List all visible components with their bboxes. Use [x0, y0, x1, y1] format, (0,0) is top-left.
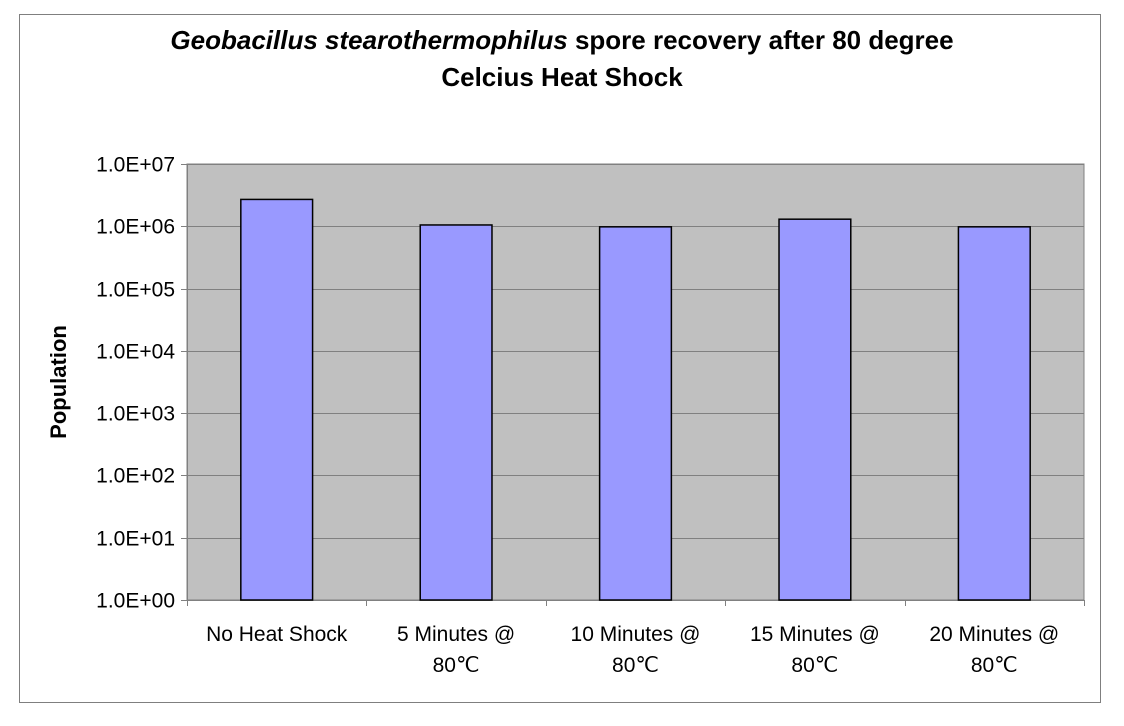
bar: [419, 224, 493, 601]
y-tick-label: 1.0E+05: [96, 279, 175, 302]
y-axis-title: Population: [46, 325, 71, 439]
bar: [240, 198, 314, 601]
y-tick-label: 1.0E+04: [96, 341, 175, 364]
chart-title: Geobacillus stearothermophilus spore rec…: [0, 22, 1124, 96]
x-tick-label: 80℃: [433, 654, 480, 677]
x-tick-label: 5 Minutes @: [397, 623, 515, 646]
chart-title-rest: spore recovery after 80 degree: [567, 25, 954, 55]
bar: [598, 226, 673, 601]
y-tick-label: 1.0E+07: [96, 154, 175, 177]
x-tick-label: No Heat Shock: [206, 623, 348, 646]
y-tick-label: 1.0E+03: [96, 403, 175, 426]
y-tick-label: 1.0E+00: [96, 590, 175, 613]
x-tick-label: 10 Minutes @: [571, 623, 701, 646]
x-tick-label: 15 Minutes @: [750, 623, 880, 646]
y-tick-label: 1.0E+01: [96, 528, 175, 551]
y-tick-label: 1.0E+06: [96, 216, 175, 239]
chart-title-line2: Celcius Heat Shock: [441, 62, 683, 92]
x-tick-label: 80℃: [791, 654, 838, 677]
y-tick-label: 1.0E+02: [96, 465, 175, 488]
chart-title-species: Geobacillus stearothermophilus: [170, 25, 568, 55]
x-tick-label: 80℃: [971, 654, 1018, 677]
bar: [778, 218, 852, 601]
x-tick-label: 20 Minutes @: [929, 623, 1059, 646]
x-tick-label: 80℃: [612, 654, 659, 677]
bar: [957, 226, 1031, 601]
